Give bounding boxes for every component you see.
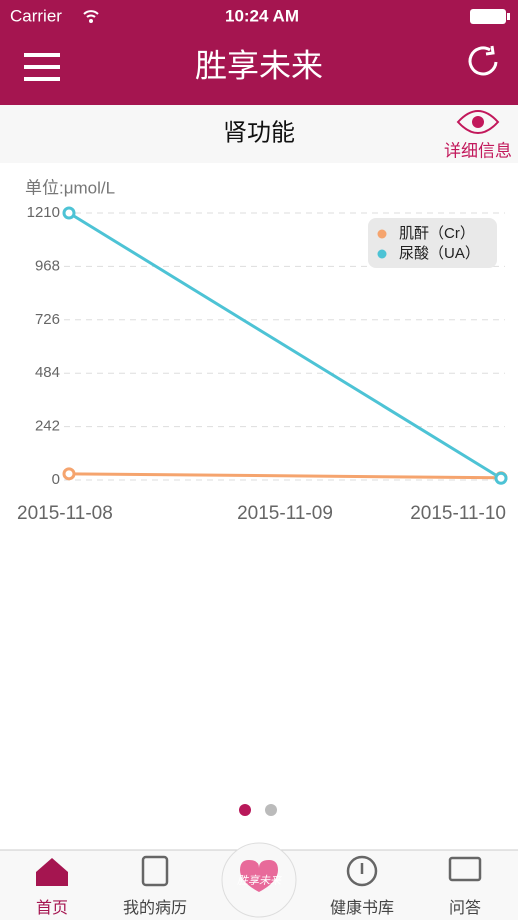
center-tab-label[interactable]: 胜享未来: [237, 874, 282, 887]
refresh-icon[interactable]: [468, 45, 498, 76]
x-tick-label: 2015-11-08: [17, 503, 113, 524]
y-tick-label: 484: [35, 364, 60, 381]
series-line: [68, 472, 502, 480]
legend-swatch: [377, 249, 387, 259]
chart: 0 242 484 726 968 1210 2015-11-08 2015-11-09 201…: [17, 204, 508, 524]
page-dot-active[interactable]: [239, 804, 251, 816]
legend-swatch: [377, 229, 387, 239]
detail-link[interactable]: 详细信息: [444, 141, 512, 160]
section-title: 肾功能: [223, 119, 295, 146]
logo-heart: [240, 860, 278, 892]
header-title: 胜享未来: [195, 47, 323, 83]
qa-icon: [448, 856, 482, 882]
unit-label: 单位:μmol/L: [25, 178, 115, 197]
library-icon: [346, 855, 378, 887]
tab-label[interactable]: 健康书库: [330, 899, 394, 917]
data-point: [62, 467, 76, 481]
wifi-icon: [83, 10, 99, 18]
home-icon: [36, 858, 68, 886]
wifi-dot: [89, 19, 93, 23]
tab-label[interactable]: 问答: [449, 899, 481, 917]
carrier: Carrier: [10, 6, 62, 25]
time: 10:24 AM: [225, 6, 299, 25]
x-tick-label: 2015-11-09: [237, 503, 333, 524]
legend-box: [368, 218, 497, 268]
record-icon: [141, 855, 169, 887]
menu-icon[interactable]: [24, 53, 60, 81]
top-bar: [0, 0, 518, 105]
y-tick-label: 1210: [27, 204, 60, 221]
tab-label[interactable]: 我的病历: [123, 899, 187, 917]
y-tick-label: 968: [35, 257, 60, 274]
y-tick-label: 242: [35, 418, 60, 435]
eye-pupil: [472, 116, 484, 128]
battery: [470, 9, 506, 24]
battery-tip: [507, 13, 510, 20]
tab-label[interactable]: 首页: [36, 899, 68, 917]
data-point: [62, 206, 76, 220]
series-line: [68, 211, 502, 480]
eye-icon[interactable]: [456, 110, 500, 134]
legend-label: 尿酸（UA）: [399, 245, 480, 262]
y-tick-label: 726: [35, 311, 60, 328]
legend-label: 肌酐（Cr）: [399, 225, 475, 242]
section-bar: [0, 105, 518, 163]
y-tick-label: 0: [52, 471, 60, 488]
page-dot[interactable]: [265, 804, 277, 816]
x-tick-label: 2015-11-10: [410, 503, 506, 524]
data-point: [494, 471, 508, 485]
